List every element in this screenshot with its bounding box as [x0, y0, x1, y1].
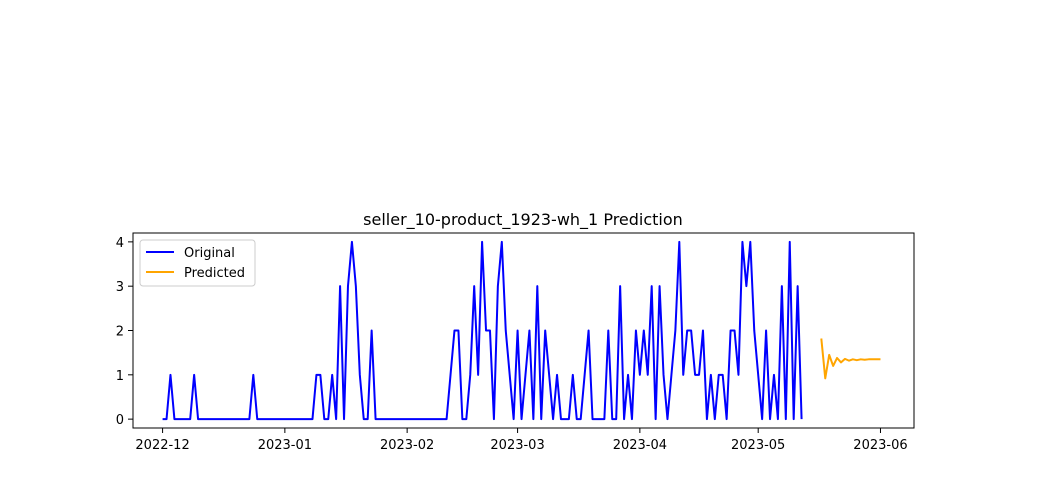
x-tick-label: 2023-04	[613, 438, 667, 453]
x-tick-label: 2023-03	[490, 438, 544, 453]
y-tick-label: 2	[116, 325, 124, 340]
chart-title: seller_10-product_1923-wh_1 Prediction	[363, 210, 683, 230]
series-layer	[162, 240, 881, 421]
legend: Original Predicted	[139, 239, 256, 287]
series-line-original	[162, 240, 803, 421]
x-tick-label: 2022-12	[135, 438, 189, 453]
y-tick-label: 0	[116, 413, 124, 428]
y-axis: 0 1 2 3 4	[116, 236, 133, 428]
x-tick-label: 2023-06	[853, 438, 907, 453]
x-axis: 2022-12 2023-01 2023-02 2023-03 2023-04 2023-…	[135, 428, 908, 453]
plot-frame	[132, 232, 915, 429]
y-tick-label: 1	[116, 369, 124, 384]
y-tick-label: 4	[116, 236, 124, 251]
x-tick-label: 2023-02	[380, 438, 434, 453]
x-tick-label: 2023-05	[731, 438, 785, 453]
y-tick-label: 3	[116, 280, 124, 295]
legend-label-predicted: Predicted	[184, 266, 245, 281]
legend-label-original: Original	[184, 246, 235, 261]
x-tick-label: 2023-01	[258, 438, 312, 453]
series-line-predicted	[820, 338, 881, 380]
